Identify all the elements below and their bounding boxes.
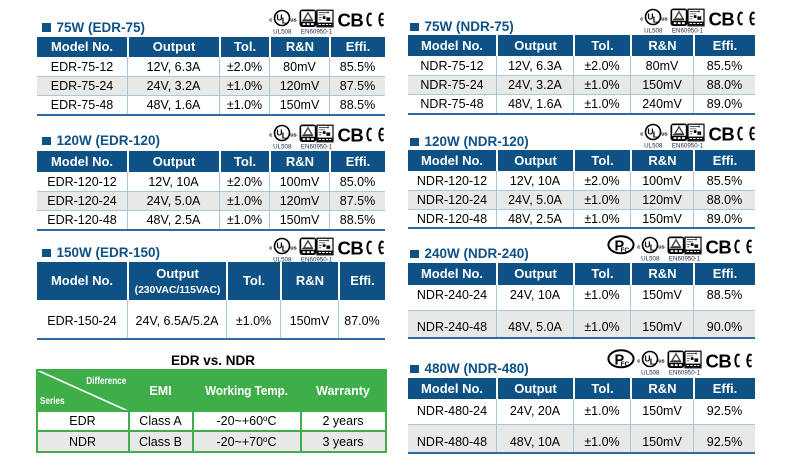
svg-text:UL508: UL508 bbox=[273, 257, 292, 264]
svg-text:CB: CB bbox=[709, 124, 735, 145]
svg-text:c: c bbox=[269, 17, 272, 23]
svg-text:L: L bbox=[653, 15, 658, 25]
svg-text:c: c bbox=[269, 132, 272, 138]
svg-text:L: L bbox=[282, 16, 287, 26]
svg-text:U: U bbox=[647, 11, 653, 21]
svg-text:CB: CB bbox=[338, 124, 364, 145]
svg-text:CB: CB bbox=[705, 237, 731, 258]
svg-text:c: c bbox=[269, 245, 272, 251]
svg-text:L: L bbox=[649, 243, 654, 253]
svg-text:us: us bbox=[290, 245, 296, 251]
svg-text:c: c bbox=[637, 244, 640, 250]
svg-text:L: L bbox=[649, 357, 654, 367]
svg-text:c: c bbox=[640, 16, 643, 22]
svg-text:EN60950-1: EN60950-1 bbox=[301, 29, 333, 36]
svg-text:FC: FC bbox=[620, 247, 629, 254]
svg-text:EN60950-1: EN60950-1 bbox=[668, 256, 700, 263]
svg-text:c: c bbox=[640, 131, 643, 137]
svg-text:FC: FC bbox=[620, 361, 629, 368]
svg-text:L: L bbox=[653, 130, 658, 140]
svg-text:U: U bbox=[647, 126, 653, 136]
svg-text:EN60950-1: EN60950-1 bbox=[301, 143, 333, 150]
svg-text:U: U bbox=[276, 240, 282, 250]
svg-text:EN60950-1: EN60950-1 bbox=[301, 257, 333, 264]
svg-text:UL508: UL508 bbox=[644, 143, 663, 150]
svg-text:us: us bbox=[290, 132, 296, 138]
svg-text:c: c bbox=[637, 358, 640, 364]
svg-text:us: us bbox=[658, 244, 664, 250]
svg-text:U: U bbox=[644, 239, 650, 249]
svg-text:UL508: UL508 bbox=[273, 143, 292, 150]
svg-text:us: us bbox=[658, 358, 664, 364]
svg-text:UL508: UL508 bbox=[641, 256, 660, 263]
svg-text:L: L bbox=[282, 244, 287, 254]
svg-text:L: L bbox=[282, 130, 287, 140]
svg-text:U: U bbox=[644, 353, 650, 363]
svg-text:P: P bbox=[614, 239, 624, 255]
svg-text:us: us bbox=[661, 131, 667, 137]
svg-text:UL508: UL508 bbox=[273, 29, 292, 36]
svg-text:CB: CB bbox=[705, 351, 731, 372]
svg-text:EN60950-1: EN60950-1 bbox=[672, 143, 704, 150]
svg-text:EN60950-1: EN60950-1 bbox=[672, 28, 704, 35]
svg-text:EN60950-1: EN60950-1 bbox=[668, 370, 700, 377]
svg-text:U: U bbox=[276, 127, 282, 137]
svg-text:CB: CB bbox=[709, 9, 735, 30]
svg-text:P: P bbox=[614, 353, 624, 369]
svg-text:CB: CB bbox=[338, 238, 364, 259]
svg-text:us: us bbox=[661, 16, 667, 22]
svg-text:UL508: UL508 bbox=[644, 28, 663, 35]
svg-text:U: U bbox=[276, 12, 282, 22]
svg-text:CB: CB bbox=[338, 10, 364, 31]
svg-text:us: us bbox=[290, 17, 296, 23]
svg-text:UL508: UL508 bbox=[641, 370, 660, 377]
